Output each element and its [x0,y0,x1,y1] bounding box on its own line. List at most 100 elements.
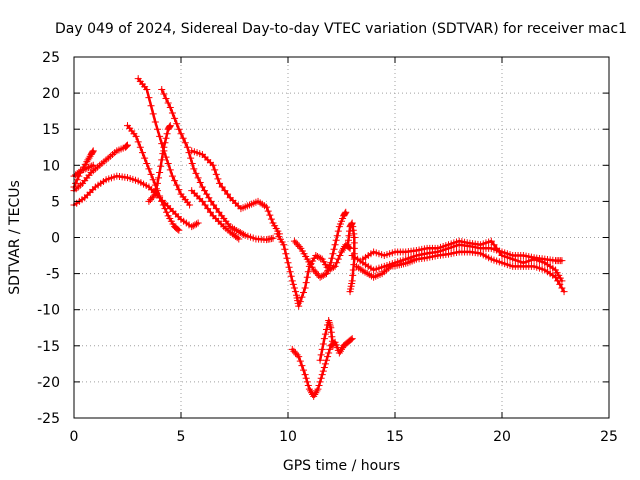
data-point [321,330,329,338]
data-point [80,166,88,174]
x-tick-label: 25 [600,429,618,445]
data-point [333,259,341,267]
data-point [301,371,309,379]
data-point [198,197,206,205]
data-point [263,203,271,211]
x-tick-label: 20 [493,429,511,445]
data-point [295,302,303,310]
data-point [311,268,319,276]
data-point [304,268,312,276]
data-point [194,219,202,227]
data-point [148,194,156,202]
data-point [315,253,323,261]
data-point [327,324,335,332]
series-track-8 [158,85,277,244]
y-tick-label: 5 [51,194,60,210]
data-point [147,170,155,178]
data-point [348,219,356,227]
data-point [323,326,331,334]
data-point [78,166,86,174]
data-point [173,181,181,189]
y-tick-label: -5 [46,267,60,283]
data-point [312,252,320,260]
data-point [190,165,198,173]
series-track-11 [273,230,354,310]
data-point [85,154,93,162]
series-track-15 [344,219,358,296]
data-point [290,347,298,355]
data-point [315,382,323,390]
data-point [334,255,342,263]
data-point [293,351,301,359]
data-point [166,122,174,130]
data-point [145,165,153,173]
y-tick-label: -20 [37,375,60,391]
data-point [349,223,357,231]
data-point [196,178,204,186]
data-point [558,257,566,265]
data-point [206,208,214,216]
data-point [89,148,97,156]
data-point [318,272,326,280]
data-point [216,179,224,187]
data-point [344,236,352,244]
series-track-9 [188,147,283,238]
data-point [291,349,299,357]
data-point [84,163,92,171]
data-point [327,328,335,336]
data-point [560,288,568,296]
series-track-12 [290,208,350,281]
data-point [141,154,149,162]
data-point [201,201,209,209]
data-point [325,349,333,357]
grid-lines [74,57,609,418]
data-point [317,374,325,382]
data-point [329,263,337,271]
data-point [158,156,166,164]
data-point [326,322,334,330]
data-point [163,130,171,138]
y-tick-label: -25 [37,411,60,427]
data-point [292,239,300,247]
data-point [321,271,329,279]
data-point [174,225,182,233]
data-point [347,335,355,343]
data-point [332,236,340,244]
data-point [318,371,326,379]
data-point [188,223,196,231]
data-point [145,94,153,102]
data-point [165,123,173,131]
data-point [212,205,220,213]
data-point [143,159,151,167]
data-point [312,389,320,397]
data-point [328,337,336,345]
data-point [333,232,341,240]
data-point [193,220,201,228]
data-point [214,175,222,183]
data-point [150,192,158,200]
data-point [132,132,140,140]
data-point [201,187,209,195]
data-point [151,118,159,126]
series-track-1 [70,172,202,231]
data-point [295,243,303,251]
data-point [320,363,328,371]
data-point [207,197,215,205]
data-point [295,353,303,361]
data-point [134,138,142,146]
data-point [161,205,169,213]
data-point [192,169,200,177]
data-point [189,222,197,230]
data-point [175,226,183,234]
data-point [320,335,328,343]
data-point [280,241,288,249]
data-point [173,120,181,128]
x-tick-label: 15 [386,429,404,445]
data-point [282,250,290,258]
data-point [552,273,559,281]
data-point [160,90,168,98]
data-point [145,197,153,205]
data-point [319,271,327,279]
data-point [177,130,185,138]
